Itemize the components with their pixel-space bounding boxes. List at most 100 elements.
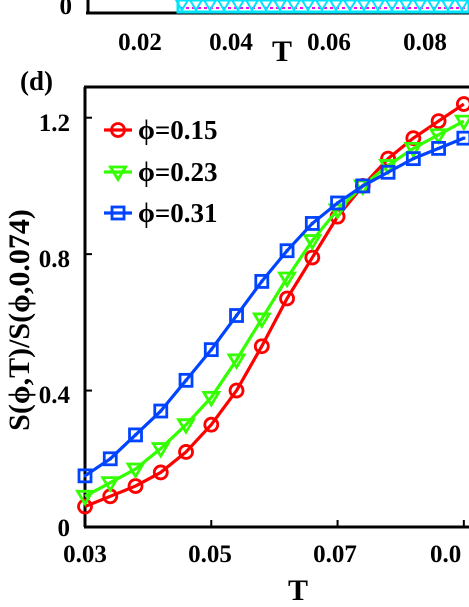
series-1-point-2	[125, 462, 146, 480]
series-2-point-13-dot	[411, 157, 415, 161]
series-2-point-10	[330, 195, 345, 211]
legend-marker-0	[110, 122, 126, 138]
series-2-point-3	[153, 403, 169, 419]
series-2-point-6	[229, 308, 244, 323]
series-2-point-6-dot	[235, 314, 239, 318]
top-series-marker	[258, 0, 274, 12]
legend-label-0: ϕ=0.15	[138, 115, 217, 145]
series-0-point-4	[178, 444, 194, 460]
series-0-point-3	[152, 464, 169, 481]
top-series-marker	[384, 0, 400, 12]
panel-label: (d)	[20, 66, 53, 96]
x-axis-label: T	[288, 574, 308, 607]
series-1-point-4	[176, 418, 196, 435]
legend: ϕ=0.15 ϕ=0.23 ϕ=0.31	[104, 115, 217, 228]
series-1-point-15	[453, 114, 469, 132]
series-2-point-14	[431, 140, 446, 156]
tick-marks	[84, 116, 465, 528]
legend-label-1: ϕ=0.23	[138, 157, 217, 187]
top-x-tick-label-2: 0.04	[209, 29, 253, 56]
series-2-point-11-dot	[361, 184, 365, 188]
top-series-line-0	[176, 0, 469, 14]
series-2-point-2	[128, 427, 143, 443]
series-2-point-12	[380, 164, 396, 180]
series-2-point-7	[254, 274, 270, 289]
legend-entry-1: ϕ=0.23	[104, 157, 217, 187]
series-0-point-8	[279, 290, 295, 307]
series-2-point-15	[456, 130, 469, 146]
top-series-marker	[356, 0, 372, 12]
x-tick-label-2: 0.05	[188, 541, 232, 568]
series-2-point-8-dot	[285, 249, 289, 253]
top-series-marker	[286, 0, 302, 12]
series-2-point-10-dot	[336, 201, 340, 205]
series-0-point-0	[77, 498, 93, 515]
series-1-point-8	[277, 271, 298, 289]
top-x-tick-label-4: 0.08	[403, 29, 447, 56]
top-series-marker	[202, 0, 218, 12]
series-1-point-6	[226, 353, 247, 371]
top-series-marker	[412, 0, 428, 12]
series-0-point-15	[455, 96, 469, 112]
series-2-point-0-dot	[83, 474, 87, 478]
series-0-point-2	[127, 478, 144, 494]
top-series-marker	[174, 0, 190, 12]
series-1-point-1	[100, 476, 121, 493]
top-series-marker	[426, 0, 442, 12]
series-2-point-15-dot	[462, 136, 466, 140]
top-series-marker	[398, 0, 414, 12]
y-tick-label-0: 0	[58, 515, 71, 542]
top-series-marker	[342, 0, 358, 12]
top-panel: 0 0.02 0.04 0.06 0.08 T	[60, 0, 469, 68]
series-0-point-9	[304, 249, 321, 266]
series-2	[77, 130, 469, 484]
top-series-marker	[440, 0, 456, 12]
series-1-point-3	[150, 442, 171, 459]
series-2-point-1	[102, 451, 118, 467]
top-series-marker	[314, 0, 330, 12]
top-series-marker	[216, 0, 232, 12]
top-series-strip	[174, 0, 469, 14]
series-1-point-9	[302, 234, 323, 251]
series-1-line	[84, 119, 465, 498]
series-2-point-4-dot	[184, 378, 188, 382]
series-2-point-12-dot	[386, 170, 390, 174]
series-2-point-4	[178, 372, 194, 388]
series-2-line	[84, 136, 465, 478]
series-0-point-6	[228, 382, 245, 399]
y-tick-label-2: 0.8	[39, 246, 70, 273]
series-1-point-7	[251, 312, 272, 330]
top-x-tick-label-1: 0.02	[118, 29, 162, 56]
series-0-point-14	[430, 113, 447, 130]
y-tick-label-1: 0.4	[39, 382, 71, 409]
series-1-point-14	[428, 128, 449, 145]
x-tick-label-3: 0.07	[313, 541, 357, 568]
series-2-point-13	[405, 151, 421, 167]
top-x-tick-label-3: 0.06	[307, 29, 351, 56]
series-0-point-7	[253, 338, 270, 355]
x-tick-label-1: 0.03	[63, 541, 107, 568]
top-series-marker	[272, 0, 288, 12]
series-2-point-3-dot	[159, 409, 163, 413]
series-2-point-5	[203, 342, 219, 358]
legend-entry-2: ϕ=0.31	[104, 198, 217, 228]
top-series-marker	[188, 0, 204, 12]
series-1-point-5	[201, 390, 222, 408]
top-series-marker	[244, 0, 260, 12]
legend-marker-2	[110, 205, 126, 221]
series-group	[75, 96, 469, 515]
series-2-point-11	[355, 178, 371, 194]
series-2-point-5-dot	[209, 348, 213, 352]
top-series-marker	[230, 0, 246, 12]
series-2-point-7-dot	[260, 279, 264, 283]
panel-d: (d) 0 0.4 0.8 1.2 0.03 0.05 0.07 0.0 T S…	[3, 66, 469, 607]
y-tick-label-3: 1.2	[39, 110, 70, 137]
top-series-marker	[328, 0, 344, 12]
series-2-point-0	[77, 468, 93, 484]
series-1-point-0	[75, 489, 95, 507]
legend-entry-0: ϕ=0.15	[104, 115, 217, 145]
top-y-tick-label-0: 0	[60, 0, 73, 20]
series-2-point-14-dot	[437, 146, 441, 150]
series-2-point-9-dot	[310, 221, 314, 225]
